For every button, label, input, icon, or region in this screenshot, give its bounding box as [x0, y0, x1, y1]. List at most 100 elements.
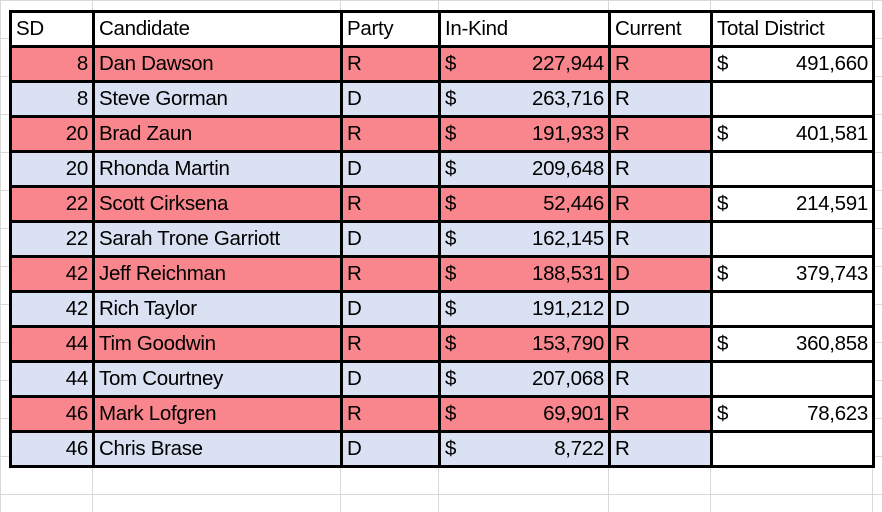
cell-candidate[interactable]: Rich Taylor — [92, 290, 343, 328]
cell-total-district[interactable] — [710, 360, 875, 398]
table-row: 8 Steve Gorman D $263,716 R — [9, 80, 875, 118]
cell-total-district[interactable] — [710, 80, 875, 118]
cell-party[interactable]: D — [340, 290, 441, 328]
cell-candidate[interactable]: Chris Brase — [92, 430, 343, 468]
cell-party[interactable]: D — [340, 150, 441, 188]
cell-candidate[interactable]: Scott Cirksena — [92, 185, 343, 223]
currency-symbol: $ — [445, 122, 457, 145]
cell-candidate[interactable]: Tom Courtney — [92, 360, 343, 398]
currency-symbol: $ — [717, 402, 729, 425]
table-row: 8 Dan Dawson R $227,944 R $491,660 — [9, 45, 875, 83]
currency-symbol: $ — [445, 437, 457, 460]
cell-sd[interactable]: 20 — [9, 115, 95, 153]
cell-in-kind[interactable]: $8,722 — [438, 430, 611, 468]
cell-in-kind[interactable]: $52,446 — [438, 185, 611, 223]
currency-symbol: $ — [717, 262, 729, 285]
cell-total-district[interactable]: $214,591 — [710, 185, 875, 223]
cell-sd[interactable]: 20 — [9, 150, 95, 188]
currency-symbol: $ — [717, 122, 729, 145]
cell-current[interactable]: R — [608, 115, 713, 153]
cell-current[interactable]: D — [608, 290, 713, 328]
cell-candidate[interactable]: Dan Dawson — [92, 45, 343, 83]
cell-sd[interactable]: 44 — [9, 360, 95, 398]
cell-current[interactable]: R — [608, 185, 713, 223]
cell-current[interactable]: R — [608, 430, 713, 468]
cell-candidate[interactable]: Brad Zaun — [92, 115, 343, 153]
cell-party[interactable]: R — [340, 325, 441, 363]
cell-in-kind[interactable]: $153,790 — [438, 325, 611, 363]
cell-party[interactable]: D — [340, 430, 441, 468]
cell-party[interactable]: D — [340, 220, 441, 258]
cell-party[interactable]: R — [340, 395, 441, 433]
cell-in-kind[interactable]: $209,648 — [438, 150, 611, 188]
currency-symbol: $ — [445, 52, 457, 75]
cell-total-district[interactable] — [710, 150, 875, 188]
in-kind-value: 69,901 — [543, 402, 604, 425]
cell-total-district[interactable]: $360,858 — [710, 325, 875, 363]
cell-candidate[interactable]: Rhonda Martin — [92, 150, 343, 188]
currency-symbol: $ — [445, 262, 457, 285]
cell-total-district[interactable]: $78,623 — [710, 395, 875, 433]
cell-sd[interactable]: 8 — [9, 80, 95, 118]
cell-current[interactable]: R — [608, 150, 713, 188]
header-in-kind[interactable]: In-Kind — [438, 10, 611, 48]
header-candidate[interactable]: Candidate — [92, 10, 343, 48]
cell-in-kind[interactable]: $263,716 — [438, 80, 611, 118]
cell-in-kind[interactable]: $162,145 — [438, 220, 611, 258]
cell-sd[interactable]: 22 — [9, 185, 95, 223]
cell-party[interactable]: R — [340, 45, 441, 83]
header-party[interactable]: Party — [340, 10, 441, 48]
cell-in-kind[interactable]: $191,212 — [438, 290, 611, 328]
cell-candidate[interactable]: Steve Gorman — [92, 80, 343, 118]
cell-total-district[interactable] — [710, 290, 875, 328]
cell-current[interactable]: R — [608, 220, 713, 258]
table-row: 22 Scott Cirksena R $52,446 R $214,591 — [9, 185, 875, 223]
header-current[interactable]: Current — [608, 10, 713, 48]
table-row: 20 Brad Zaun R $191,933 R $401,581 — [9, 115, 875, 153]
cell-current[interactable]: R — [608, 395, 713, 433]
cell-in-kind[interactable]: $188,531 — [438, 255, 611, 293]
cell-sd[interactable]: 42 — [9, 290, 95, 328]
cell-sd[interactable]: 22 — [9, 220, 95, 258]
total-value: 491,660 — [795, 52, 868, 75]
table-row: 42 Jeff Reichman R $188,531 D $379,743 — [9, 255, 875, 293]
cell-party[interactable]: D — [340, 80, 441, 118]
currency-symbol: $ — [445, 367, 457, 390]
cell-sd[interactable]: 46 — [9, 430, 95, 468]
cell-current[interactable]: R — [608, 360, 713, 398]
cell-sd[interactable]: 8 — [9, 45, 95, 83]
currency-symbol: $ — [717, 52, 729, 75]
header-sd[interactable]: SD — [9, 10, 95, 48]
cell-total-district[interactable]: $379,743 — [710, 255, 875, 293]
header-total-district[interactable]: Total District — [710, 10, 875, 48]
cell-sd[interactable]: 42 — [9, 255, 95, 293]
cell-in-kind[interactable]: $191,933 — [438, 115, 611, 153]
cell-candidate[interactable]: Mark Lofgren — [92, 395, 343, 433]
cell-in-kind[interactable]: $207,068 — [438, 360, 611, 398]
in-kind-value: 227,944 — [531, 52, 604, 75]
cell-in-kind[interactable]: $69,901 — [438, 395, 611, 433]
table-row: 46 Chris Brase D $8,722 R — [9, 430, 875, 468]
cell-candidate[interactable]: Tim Goodwin — [92, 325, 343, 363]
cell-current[interactable]: R — [608, 80, 713, 118]
cell-total-district[interactable] — [710, 430, 875, 468]
cell-candidate[interactable]: Sarah Trone Garriott — [92, 220, 343, 258]
cell-party[interactable]: R — [340, 255, 441, 293]
cell-current[interactable]: R — [608, 45, 713, 83]
cell-party[interactable]: R — [340, 115, 441, 153]
total-value: 214,591 — [795, 192, 868, 215]
table-row: 44 Tim Goodwin R $153,790 R $360,858 — [9, 325, 875, 363]
cell-candidate[interactable]: Jeff Reichman — [92, 255, 343, 293]
cell-total-district[interactable] — [710, 220, 875, 258]
cell-current[interactable]: R — [608, 325, 713, 363]
cell-current[interactable]: D — [608, 255, 713, 293]
cell-total-district[interactable]: $401,581 — [710, 115, 875, 153]
cell-sd[interactable]: 46 — [9, 395, 95, 433]
total-value: 379,743 — [795, 262, 868, 285]
cell-sd[interactable]: 44 — [9, 325, 95, 363]
cell-in-kind[interactable]: $227,944 — [438, 45, 611, 83]
cell-total-district[interactable]: $491,660 — [710, 45, 875, 83]
cell-party[interactable]: D — [340, 360, 441, 398]
cell-party[interactable]: R — [340, 185, 441, 223]
in-kind-value: 162,145 — [531, 227, 604, 250]
